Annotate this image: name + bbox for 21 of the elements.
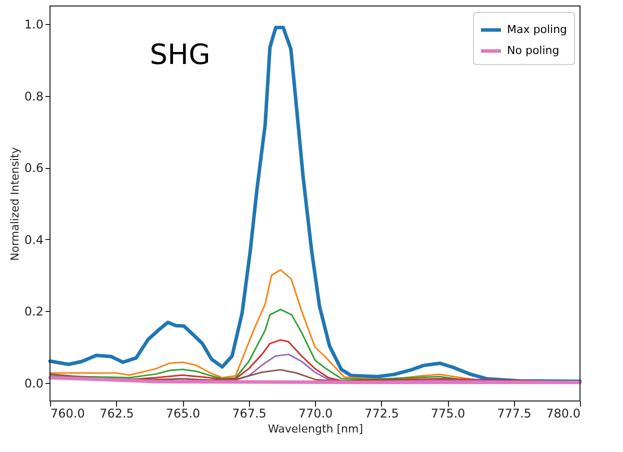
x-tick-label: 775.0 (430, 406, 466, 420)
x-tick-label: 772.5 (364, 406, 399, 420)
y-tick-label: 0.2 (24, 304, 44, 319)
y-tick-label: 1.0 (24, 17, 44, 32)
x-tick-label: 777.5 (497, 406, 532, 420)
legend-label: Max poling (507, 23, 568, 36)
line-series (48, 26, 582, 383)
x-tick-label: 770.0 (298, 406, 333, 420)
x-axis-title: Wavelength [nm] (268, 422, 364, 436)
y-tick-label: 0.8 (24, 89, 44, 104)
y-axis-title: Normalized Intensity (8, 146, 22, 261)
y-tick-label: 0.4 (24, 232, 44, 247)
x-tick-label: 762.5 (100, 406, 134, 420)
x-tick-label: 780.0 (546, 406, 580, 420)
legend-label: No poling (507, 44, 560, 57)
x-tick-label: 767.5 (232, 406, 266, 420)
x-tick-label: 765.0 (166, 406, 200, 420)
y-tick-label: 0.6 (24, 161, 44, 176)
x-tick-label: 760.0 (50, 406, 85, 420)
y-tick-label: 0.0 (24, 376, 44, 391)
annotation: SHG (150, 38, 210, 71)
